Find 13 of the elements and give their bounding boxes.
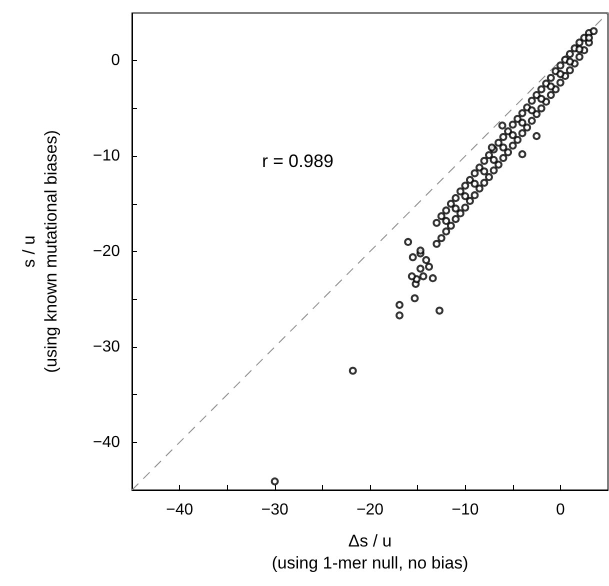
x-tick-label: −20 [356,502,384,518]
x-tick-label: −10 [452,502,479,518]
y-tick-label: −10 [92,148,120,165]
y-tick-label: 0 [111,52,120,70]
y-tick-label: −40 [92,434,120,451]
x-axis-title: Δs / u (using 1-mer null, no bias) [272,532,468,572]
x-tick-label: 0 [556,502,565,518]
y-axis-title: s / u (using known mutational biases) [20,130,60,373]
x-tick-label: −40 [166,502,194,518]
y-tick-label: −30 [92,338,120,356]
annotation: r = 0.989 [262,151,334,171]
y-tick-label: −20 [92,243,120,260]
x-tick-label: −30 [261,502,288,518]
